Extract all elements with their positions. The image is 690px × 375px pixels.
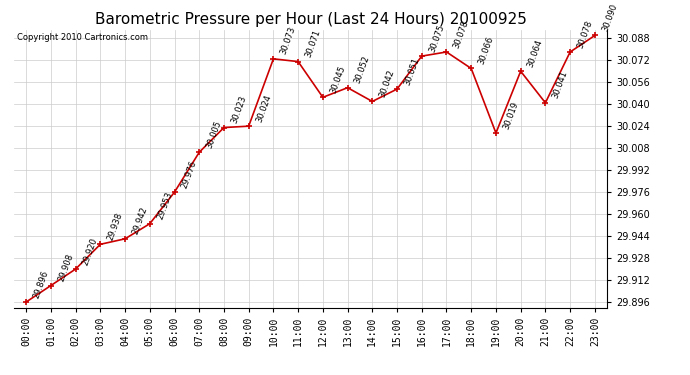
Text: 30.019: 30.019 (502, 100, 520, 130)
Text: 29.938: 29.938 (106, 211, 124, 242)
Text: 29.942: 29.942 (130, 206, 149, 236)
Text: 30.052: 30.052 (353, 55, 371, 85)
Text: 29.976: 29.976 (180, 159, 199, 189)
Text: 30.051: 30.051 (402, 56, 421, 86)
Text: 30.071: 30.071 (304, 28, 322, 59)
Text: 30.078: 30.078 (452, 19, 471, 49)
Text: 30.066: 30.066 (477, 35, 495, 66)
Text: 29.896: 29.896 (32, 269, 50, 299)
Text: Copyright 2010 Cartronics.com: Copyright 2010 Cartronics.com (17, 33, 148, 42)
Text: 30.024: 30.024 (254, 93, 273, 123)
Text: 30.023: 30.023 (230, 94, 248, 125)
Text: 30.090: 30.090 (600, 2, 619, 33)
Text: 30.073: 30.073 (279, 26, 297, 56)
Text: 30.064: 30.064 (526, 38, 544, 68)
Text: 30.045: 30.045 (328, 64, 347, 94)
Text: 29.953: 29.953 (155, 190, 174, 221)
Text: 30.042: 30.042 (378, 68, 396, 99)
Text: 30.075: 30.075 (427, 23, 446, 53)
Text: 29.908: 29.908 (57, 252, 75, 283)
Text: 29.920: 29.920 (81, 236, 99, 266)
Text: 30.041: 30.041 (551, 70, 569, 100)
Text: 30.078: 30.078 (575, 19, 594, 49)
Text: 30.005: 30.005 (205, 119, 223, 150)
Title: Barometric Pressure per Hour (Last 24 Hours) 20100925: Barometric Pressure per Hour (Last 24 Ho… (95, 12, 526, 27)
